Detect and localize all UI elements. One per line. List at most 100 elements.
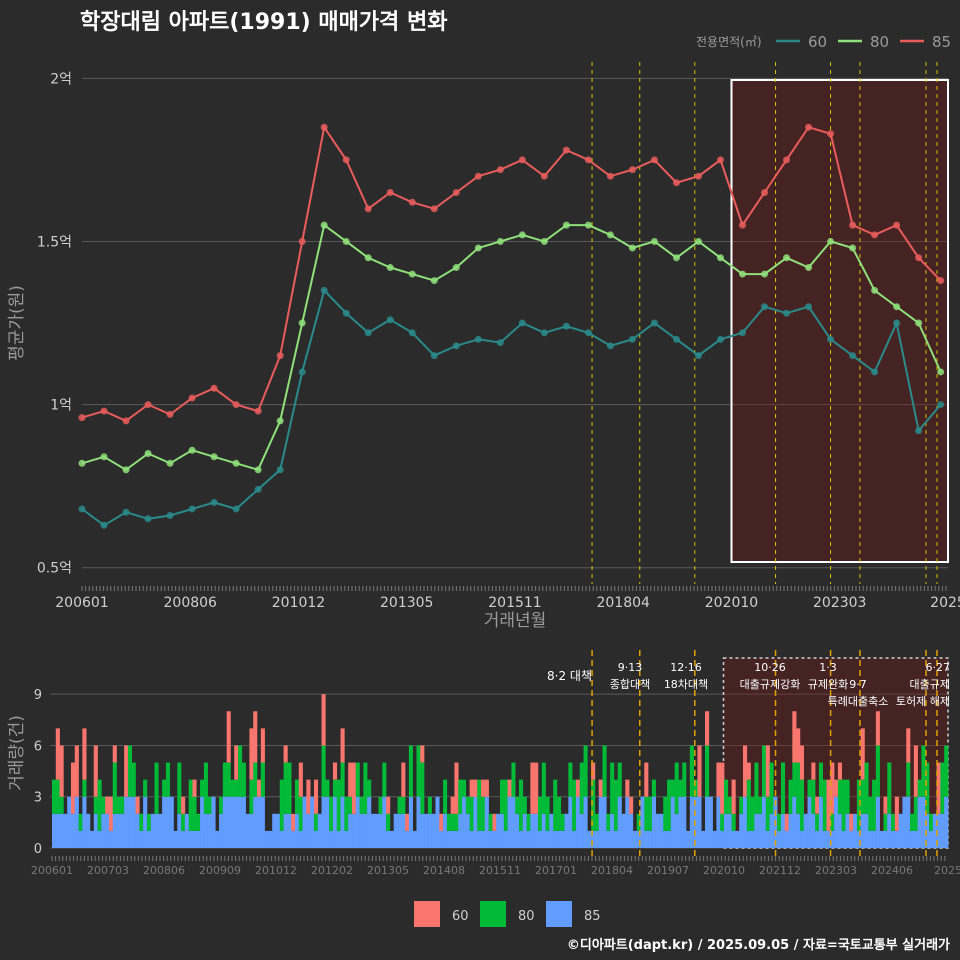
data-point — [232, 505, 240, 513]
data-point — [276, 352, 284, 360]
bar — [203, 813, 208, 848]
series-85 — [78, 123, 945, 425]
bar — [693, 779, 698, 797]
bar — [226, 796, 231, 848]
data-point — [827, 335, 835, 343]
x-tick-label: 2025 — [934, 864, 960, 877]
bar — [321, 694, 326, 746]
y-tick-label: 1.5억 — [37, 234, 72, 250]
data-point — [210, 498, 218, 506]
bar — [139, 813, 144, 831]
data-point — [276, 417, 284, 425]
bar — [367, 796, 372, 848]
bar — [260, 796, 265, 848]
bar — [815, 830, 820, 848]
bar — [663, 830, 668, 848]
bar — [245, 813, 250, 848]
data-point — [430, 277, 438, 285]
bar — [469, 830, 474, 848]
bar — [799, 830, 805, 848]
bar — [382, 762, 387, 797]
event-annotation: 10·26 — [754, 661, 786, 674]
bar — [389, 830, 394, 848]
bar — [367, 779, 372, 797]
bar — [784, 830, 789, 848]
highlight-box — [730, 79, 949, 563]
bar — [579, 813, 584, 848]
event-annotation: 18차대책 — [664, 678, 708, 691]
bar — [803, 813, 808, 848]
bar — [522, 796, 527, 814]
bar — [443, 779, 448, 814]
bar — [746, 830, 751, 848]
bar — [720, 762, 725, 814]
event-annotation: 9·13 — [618, 661, 643, 674]
bar — [332, 796, 338, 848]
bar — [431, 813, 436, 848]
bar — [420, 745, 425, 763]
bar — [925, 813, 930, 848]
bar — [742, 796, 748, 848]
bar — [443, 813, 448, 848]
x-tick-label: 201511 — [488, 595, 541, 611]
data-point — [452, 189, 460, 196]
bar — [739, 813, 744, 848]
bar — [560, 813, 565, 831]
data-point — [188, 446, 196, 454]
x-tick-label: 200703 — [87, 864, 129, 877]
bar — [446, 830, 451, 848]
bar — [200, 796, 205, 848]
data-point — [518, 231, 526, 239]
bar — [181, 830, 186, 848]
bar — [837, 762, 842, 780]
bar — [929, 813, 934, 831]
bar — [469, 796, 474, 831]
bar — [682, 796, 687, 848]
bar — [727, 813, 732, 848]
bar — [891, 830, 896, 848]
data-point — [739, 221, 747, 229]
bar — [746, 762, 751, 780]
bar — [670, 796, 675, 848]
bar — [74, 745, 79, 797]
bar — [910, 813, 915, 831]
bar — [860, 779, 865, 814]
bar — [788, 779, 793, 814]
bar — [841, 830, 846, 848]
data-point — [254, 407, 262, 415]
bar — [496, 813, 501, 848]
bar — [659, 813, 664, 848]
bar — [253, 762, 258, 797]
bar — [511, 762, 516, 797]
bar — [553, 779, 558, 831]
bar — [697, 796, 702, 848]
bar — [344, 796, 349, 831]
bar — [739, 796, 744, 814]
bar — [450, 830, 455, 848]
bar — [462, 779, 467, 797]
data-point — [761, 189, 769, 196]
event-annotation: 대출규제 — [910, 678, 950, 691]
bar — [632, 830, 637, 848]
bar — [575, 796, 581, 848]
data-point — [628, 335, 636, 343]
bar — [799, 779, 805, 831]
bar — [70, 762, 76, 814]
event-annotation: 1·3 — [819, 661, 837, 674]
y-tick-label: 1억 — [50, 398, 72, 414]
bar — [146, 830, 152, 848]
bar — [598, 779, 603, 797]
data-point — [606, 342, 614, 350]
bar — [363, 762, 368, 814]
bar — [689, 745, 694, 797]
bar — [537, 796, 543, 831]
bar — [568, 762, 573, 797]
bar — [484, 796, 489, 848]
bar-series — [52, 694, 949, 848]
bar — [503, 830, 508, 848]
x-tick-label: 201012 — [255, 864, 297, 877]
bar — [112, 762, 117, 814]
bar — [758, 796, 763, 814]
data-point — [694, 172, 702, 180]
bar — [906, 728, 911, 763]
